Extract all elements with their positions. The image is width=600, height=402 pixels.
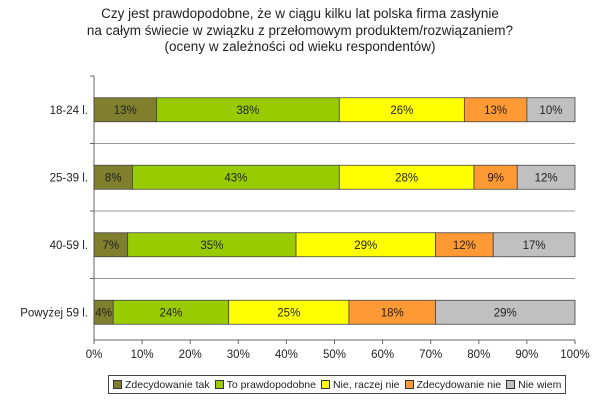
bar-segment — [295, 232, 436, 258]
x-tick-label: 0% — [86, 349, 103, 361]
data-label: 29% — [494, 307, 517, 319]
legend-label: Zdecydowanie tak — [125, 378, 210, 391]
x-tick-label: 60% — [371, 349, 394, 361]
data-label: 13% — [484, 105, 507, 117]
bar-segment — [516, 164, 576, 190]
legend-label: Nie, raczej nie — [332, 378, 400, 391]
category-label: 18-24 l. — [50, 105, 88, 117]
legend-swatch — [113, 380, 122, 389]
title-line-2: na całym świecie w związku z przełomowym… — [86, 22, 514, 38]
legend: Zdecydowanie tak To prawdopodobne Nie, rac… — [108, 375, 567, 394]
legend-label: Nie wiem — [518, 378, 562, 391]
data-label: 24% — [159, 307, 182, 319]
legend-swatch — [404, 380, 414, 389]
data-label: 4% — [95, 307, 112, 319]
data-label: 17% — [523, 240, 546, 252]
x-tick-label: 20% — [179, 349, 202, 361]
legend-label: To prawdopodobne — [226, 378, 316, 391]
category-label: 40-59 l. — [50, 240, 88, 252]
legend-label: Zdecydowanie nie — [416, 378, 502, 391]
data-label: 18% — [381, 307, 404, 319]
data-label: 8% — [105, 172, 122, 184]
bar-segment — [435, 299, 576, 325]
category-label: 25-39 l. — [50, 172, 88, 184]
legend-item: Nie, raczej nie — [320, 378, 400, 391]
data-label: 13% — [114, 105, 137, 117]
bar-segment — [93, 232, 129, 258]
legend-item: Zdecydowanie nie — [404, 378, 502, 391]
bar-segment — [526, 97, 576, 123]
bar-segment — [93, 164, 133, 190]
legend-swatch — [506, 380, 516, 389]
data-label: 12% — [535, 172, 558, 184]
legend-item: Zdecydowanie tak — [113, 379, 210, 391]
bar-segment — [348, 299, 436, 325]
data-label: 9% — [487, 172, 504, 184]
data-label: 7% — [103, 240, 120, 252]
x-tick-label: 10% — [131, 349, 154, 361]
x-tick-label: 100% — [560, 349, 589, 361]
x-tick-label: 30% — [227, 349, 250, 361]
legend-item: To prawdopodobne — [214, 378, 316, 391]
title-line-1: Czy jest prawdopodobne, że w ciągu kilku… — [101, 6, 499, 21]
bar-segment — [492, 232, 576, 258]
data-label: 43% — [224, 172, 247, 184]
x-tick-label: 50% — [323, 349, 346, 361]
bar-segment — [435, 232, 494, 258]
data-label: 12% — [453, 240, 476, 252]
data-label: 38% — [236, 105, 259, 117]
bar-segment — [228, 299, 350, 325]
bar-segment — [127, 232, 297, 258]
bar-segment — [132, 164, 340, 190]
legend-swatch — [320, 380, 330, 389]
legend-swatch — [214, 380, 224, 389]
x-tick-label: 40% — [275, 349, 298, 361]
x-tick-label: 70% — [419, 349, 442, 361]
x-tick-label: 90% — [515, 349, 538, 361]
bar-segment — [93, 97, 157, 123]
data-label: 10% — [539, 105, 562, 117]
x-tick-label: 80% — [467, 349, 490, 361]
stacked-bar-chart: 0% 10% 20% 30% 40% 50% 60% 70% 80% 90% 100% 18-24 l… — [20, 75, 590, 361]
data-label: 26% — [390, 105, 413, 117]
category-label: Powyżej 59 l. — [20, 307, 88, 319]
data-label: 29% — [354, 240, 377, 252]
legend-item: Nie wiem — [506, 379, 561, 391]
bar-segment — [463, 97, 528, 123]
chart-title: Czy jest prawdopodobne, że w ciągu kilku… — [0, 6, 600, 56]
data-label: 25% — [277, 307, 300, 319]
title-line-3: (oceny w zależności od wieku respondentó… — [164, 39, 436, 54]
data-label: 35% — [200, 240, 223, 252]
bar-segment — [112, 299, 230, 325]
data-label: 28% — [395, 172, 418, 184]
bar-segment — [338, 164, 475, 190]
bar-segment — [156, 97, 340, 123]
bar-segment — [338, 97, 465, 123]
